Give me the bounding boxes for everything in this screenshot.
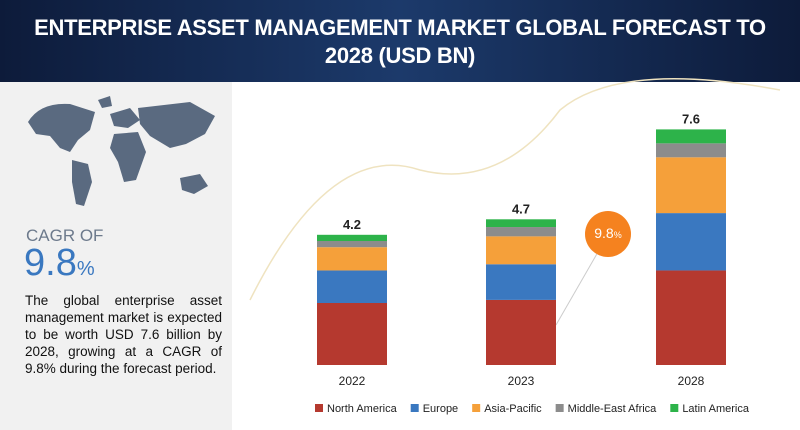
bar-segment — [317, 270, 387, 303]
bar-segment — [486, 219, 556, 228]
legend-label: Europe — [423, 403, 458, 415]
legend-label: Middle-East Africa — [568, 403, 658, 415]
cagr-number: 9.8 — [24, 242, 77, 284]
description: The global enterprise asset management m… — [25, 293, 222, 376]
bar-segment — [317, 234, 387, 241]
legend-swatch — [410, 404, 419, 412]
x-tick-label: 2022 — [339, 374, 366, 388]
bubble-label: 9.8% — [594, 225, 621, 241]
cagr-label: CAGR OF — [26, 226, 104, 245]
bar-segment — [317, 247, 387, 271]
legend-swatch — [555, 404, 564, 412]
bar-segment — [317, 241, 387, 248]
bubble-pointer — [555, 251, 599, 326]
legend-swatch — [472, 404, 481, 412]
bar-segment — [486, 227, 556, 237]
total-label: 4.2 — [343, 217, 361, 232]
legend-label: North America — [327, 403, 398, 415]
legend-swatch — [670, 404, 679, 412]
cagr-value: 9.8% — [24, 242, 95, 285]
bar-segment — [486, 299, 556, 365]
world-map — [28, 96, 215, 206]
x-tick-label: 2028 — [678, 374, 705, 388]
bar-segment — [656, 270, 726, 365]
total-label: 4.7 — [512, 201, 530, 216]
legend-label: Asia-Pacific — [484, 403, 542, 415]
header: ENTERPRISE ASSET MANAGEMENT MARKET GLOBA… — [0, 0, 800, 82]
side-panel — [0, 82, 232, 430]
bar-segment — [486, 264, 556, 300]
decorative-curve — [249, 78, 781, 301]
bar-segment — [486, 236, 556, 265]
bar-segment — [656, 143, 726, 158]
bar-segment — [656, 129, 726, 144]
cagr-unit: % — [76, 258, 95, 280]
bar-segment — [656, 157, 726, 214]
bubble-unit: % — [614, 230, 622, 240]
cagr-bubble — [585, 211, 631, 257]
total-label: 7.6 — [682, 111, 700, 126]
bubble-number: 9.8 — [594, 225, 614, 241]
x-tick-label: 2023 — [508, 374, 535, 388]
legend-label: Latin America — [682, 403, 750, 415]
title: ENTERPRISE ASSET MANAGEMENT MARKET GLOBA… — [34, 15, 766, 68]
legend-swatch — [315, 404, 323, 412]
bar-segment — [317, 303, 387, 365]
bar-segment — [656, 213, 726, 271]
